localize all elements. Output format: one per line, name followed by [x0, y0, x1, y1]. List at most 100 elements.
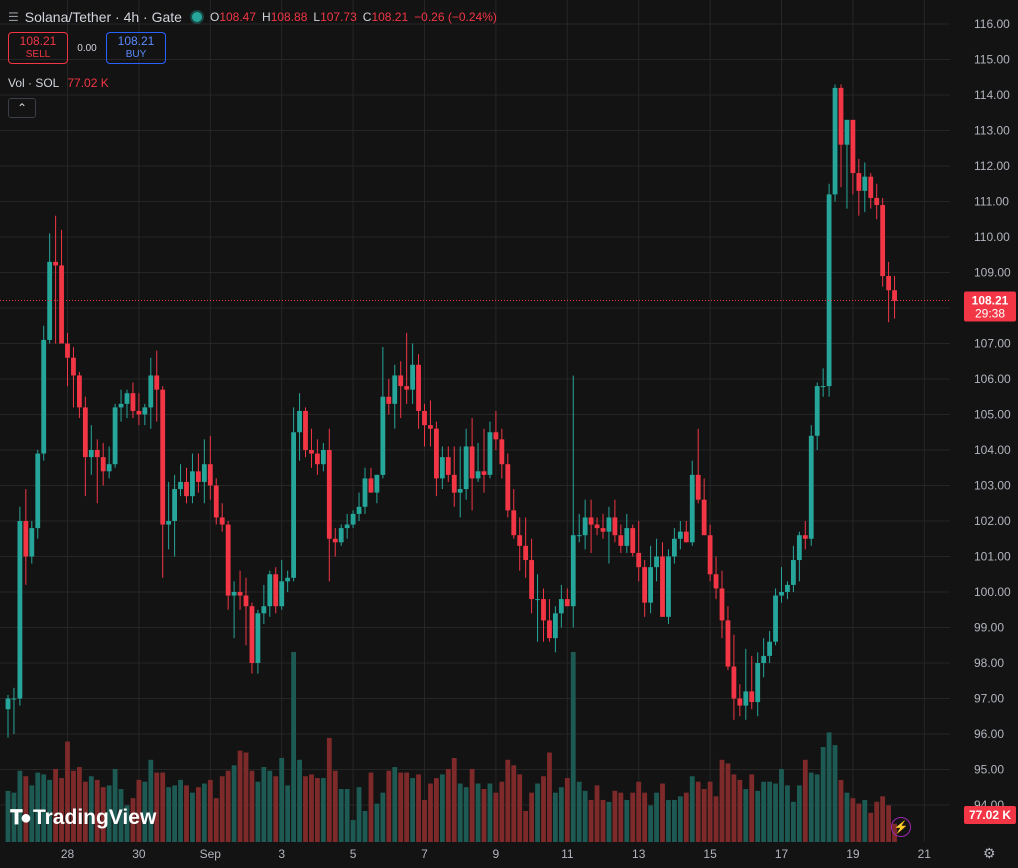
candle-body — [666, 556, 671, 617]
candle-body — [196, 471, 201, 482]
volume-bar — [677, 796, 683, 842]
candle-body — [410, 364, 415, 390]
candle-body — [237, 592, 243, 596]
volume-bar — [612, 790, 618, 842]
time-axis[interactable]: 28 30 Sep 3 5 7 9 11 13 15 17 19 21 — [61, 847, 931, 861]
chevron-up-icon[interactable]: ⌃ — [8, 98, 36, 118]
tradingview-logo[interactable]: 𝐓● TradingView — [10, 806, 156, 830]
candle-body — [136, 410, 142, 415]
volume-bar — [261, 767, 267, 842]
volume-bar — [683, 792, 689, 842]
volume-bar — [112, 768, 118, 842]
candle-body — [404, 386, 410, 390]
volume-legend[interactable]: Vol · SOL 77.02 K — [8, 76, 109, 90]
candle-body — [695, 474, 701, 500]
volume-bar — [148, 759, 154, 842]
candle-body — [190, 471, 195, 497]
volume-bar — [517, 774, 523, 842]
volume-bar — [713, 796, 719, 842]
spread-value: 0.00 — [77, 42, 97, 54]
price-tick-label: 105.00 — [974, 408, 1011, 422]
volume-bar — [761, 781, 767, 842]
candle-body — [624, 528, 630, 546]
volume-bar — [445, 768, 451, 842]
volume-bar — [82, 781, 88, 842]
candle-body — [100, 457, 106, 472]
candle-body — [570, 535, 576, 607]
volume-bar — [767, 781, 772, 842]
price-change: −0.26 (−0.24%) — [414, 10, 497, 24]
volume-bar — [23, 776, 29, 842]
candle-body — [65, 343, 70, 358]
symbol-title[interactable]: Solana/Tether · 4h · Gate — [24, 9, 182, 25]
candle-body — [451, 474, 457, 493]
candle-body — [469, 446, 475, 479]
time-tick-label: 19 — [846, 847, 860, 861]
candle-body — [660, 556, 665, 617]
volume-bar — [826, 732, 832, 842]
lightning-icon[interactable]: ⚡ — [891, 817, 911, 837]
candle-body — [814, 386, 820, 436]
gear-icon[interactable]: ⚙ — [983, 845, 996, 861]
volume-bar — [660, 783, 665, 842]
volume-bar — [231, 765, 237, 842]
volume-bar — [166, 787, 172, 842]
price-axis[interactable]: 116.00 115.00 114.00 113.00 112.00 111.00 110.… — [964, 17, 1016, 824]
candle-body — [689, 474, 695, 543]
price-tick-label: 95.00 — [974, 763, 1004, 777]
volume-bar — [142, 781, 148, 842]
candle-body — [350, 513, 356, 525]
candle-body — [499, 439, 505, 465]
volume-bar — [570, 652, 576, 842]
volume-bar — [434, 778, 439, 842]
volume-bar — [154, 772, 160, 842]
candle-body — [648, 567, 653, 603]
volume-bar — [618, 792, 624, 842]
volume-bar — [243, 752, 249, 842]
volume-bar — [5, 790, 11, 842]
volume-bar — [469, 768, 475, 842]
candle-body — [255, 613, 261, 663]
volume-bar — [600, 799, 606, 842]
time-tick-label: 28 — [61, 847, 75, 861]
candle-body — [558, 599, 564, 614]
time-tick-label: 7 — [421, 847, 428, 861]
volume-bar — [862, 799, 868, 842]
candle-body — [213, 485, 219, 518]
volume-bar — [719, 759, 725, 842]
time-tick-label: 5 — [350, 847, 357, 861]
volume-bar — [124, 805, 130, 842]
volume-bar — [582, 790, 588, 842]
price-tick-label: 98.00 — [974, 656, 1004, 670]
volume-bar — [672, 799, 677, 842]
volume-bar — [392, 767, 398, 842]
volume-bar — [850, 798, 856, 842]
price-tick-label: 103.00 — [974, 479, 1011, 493]
price-tick-label: 114.00 — [974, 88, 1010, 102]
candle-body — [422, 410, 427, 426]
sell-button[interactable]: 108.21 SELL — [8, 32, 68, 64]
last-price-label: 108.21 — [972, 294, 1009, 308]
candle-body — [553, 613, 558, 639]
candle-body — [844, 119, 850, 145]
candle-body — [297, 410, 302, 433]
candle-body — [850, 119, 856, 174]
volume-bar — [207, 779, 213, 842]
candle-body — [594, 524, 600, 529]
volume-bar — [416, 774, 421, 842]
volume-bar — [136, 779, 142, 842]
volume-bar — [529, 792, 534, 842]
candle-body — [826, 194, 832, 387]
candle-body — [5, 698, 11, 710]
volume-label: Vol · SOL — [8, 76, 60, 90]
volume-bar — [47, 779, 53, 842]
candle-body — [112, 407, 118, 465]
list-icon[interactable]: ☰ — [8, 10, 19, 24]
candle-body — [475, 471, 481, 479]
market-status-icon — [191, 12, 202, 22]
candle-body — [23, 521, 29, 557]
volume-bar — [297, 759, 302, 842]
candle-body — [868, 176, 874, 198]
buy-button[interactable]: 108.21 BUY — [106, 32, 166, 64]
